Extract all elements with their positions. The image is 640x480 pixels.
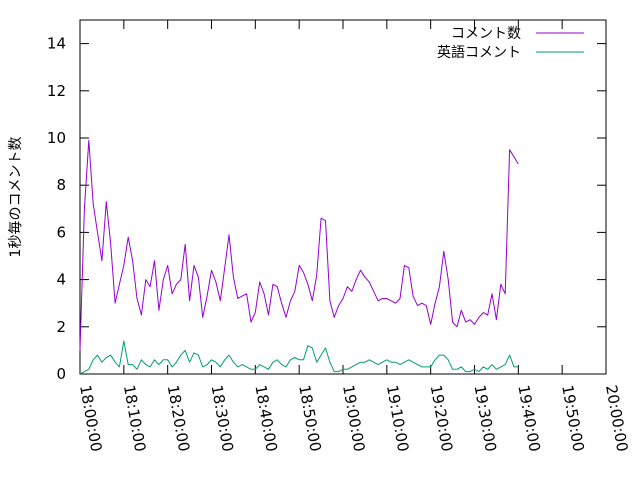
x-tick-label: 20:00:00	[602, 384, 631, 453]
legend-label-1: 英語コメント	[437, 44, 521, 61]
x-tick-label: 19:30:00	[471, 384, 500, 453]
x-axis: 18:00:00 18:10:00 18:20:00 18:30:00 18:40:00…	[76, 20, 631, 453]
series-line-1	[79, 340, 519, 375]
y-tick-label: 2	[56, 318, 66, 336]
y-tick-label: 4	[56, 271, 66, 289]
y-tick-label: 6	[56, 223, 66, 241]
y-tick-label: 0	[56, 365, 66, 383]
x-tick-label: 18:30:00	[208, 384, 237, 453]
legend-label-0: コメント数	[451, 26, 521, 42]
x-tick-label: 18:20:00	[164, 384, 193, 453]
x-tick-label: 19:10:00	[383, 384, 412, 453]
x-tick-label: 18:50:00	[295, 384, 324, 453]
x-tick-label: 19:40:00	[514, 384, 543, 453]
series-line-0	[79, 139, 519, 351]
y-axis: 0 2 4 6 8 10 12 14	[47, 35, 606, 383]
x-tick-label: 19:50:00	[558, 384, 587, 453]
y-tick-label: 14	[47, 35, 66, 53]
plot-frame	[79, 19, 607, 375]
x-tick-label: 18:00:00	[76, 384, 105, 453]
y-tick-label: 10	[47, 129, 66, 147]
y-tick-label: 12	[47, 82, 66, 100]
series-layer	[79, 139, 519, 375]
x-tick-label: 19:00:00	[339, 384, 368, 453]
x-tick-label: 18:10:00	[120, 384, 149, 453]
x-tick-label: 18:40:00	[251, 384, 280, 453]
x-tick-label: 19:20:00	[427, 384, 456, 453]
y-axis-title: 1秒毎のコメント数	[8, 137, 24, 258]
y-tick-label: 8	[56, 176, 66, 194]
